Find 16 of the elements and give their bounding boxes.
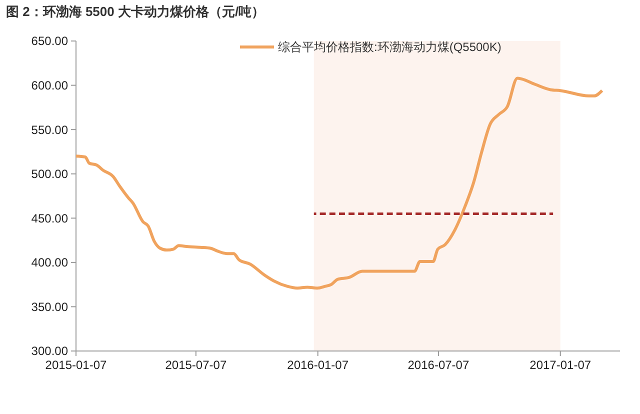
y-tick-label: 400.00 — [31, 256, 68, 270]
y-tick-label: 450.00 — [31, 211, 68, 226]
y-tick-label: 650.00 — [31, 34, 68, 48]
x-tick-label: 2017-01-07 — [530, 358, 592, 372]
x-tick-label: 2015-07-07 — [165, 358, 227, 372]
x-tick-label: 2016-01-07 — [287, 358, 349, 372]
y-tick-label: 550.00 — [31, 122, 68, 137]
chart-title: 图 2：环渤海 5500 大卡动力煤价格（元/吨） — [6, 4, 265, 19]
legend-label: 综合平均价格指数:环渤海动力煤(Q5500K) — [278, 40, 502, 54]
y-tick-label: 600.00 — [31, 78, 68, 92]
line-series — [74, 76, 604, 290]
x-tick-label: 2015-01-07 — [45, 358, 108, 372]
y-tick-label: 300.00 — [31, 344, 68, 358]
y-tick-label: 500.00 — [31, 167, 68, 182]
x-tick-label: 2016-07-07 — [408, 358, 470, 372]
y-tick-label: 350.00 — [31, 300, 68, 314]
